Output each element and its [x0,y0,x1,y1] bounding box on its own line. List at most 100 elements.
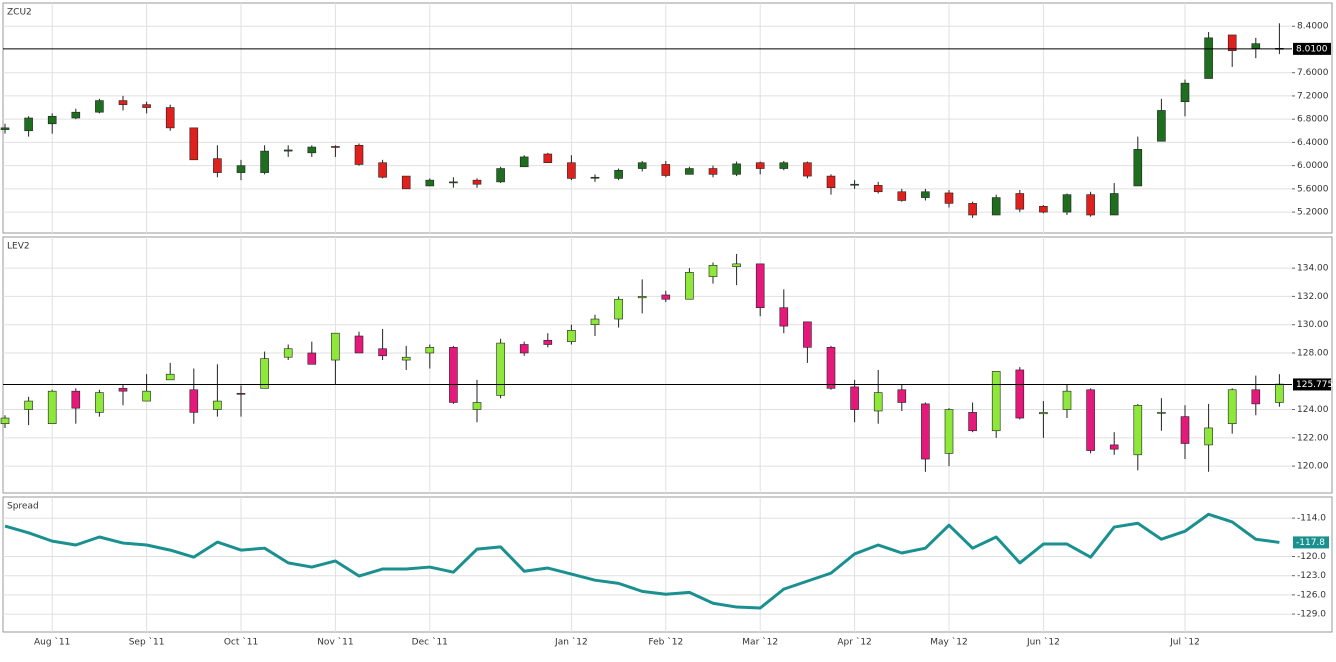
candle-body [637,296,647,299]
candle-body [1039,205,1048,213]
candle-body [779,162,789,169]
candle-body [567,330,576,342]
candle-body [307,146,317,154]
candle-body [71,390,81,409]
candle-body [71,111,81,119]
panel-frame [2,236,1333,494]
candle-body [826,347,836,389]
candle-body [873,185,883,193]
candle-body [590,318,600,325]
candle-body [921,191,930,198]
y-tick-label: 134.00 [1297,264,1329,274]
panel-frame [2,2,1333,234]
candle-body [543,339,553,345]
x-tick-label: Dec `11 [412,637,448,648]
candle-body [1204,37,1213,79]
candle-body [897,389,907,403]
x-tick-label: Nov `11 [317,637,353,648]
candle-body [449,347,458,403]
candle-body [1180,416,1190,444]
candle-body [425,347,435,354]
candle-body [1015,369,1025,419]
candle-body [189,127,199,161]
y-tick-label: 122.00 [1297,433,1329,443]
candle-body [944,409,954,454]
candle-body [1109,444,1119,450]
candle-body [968,412,977,432]
candle-body [425,179,435,187]
candle-body [519,156,529,168]
candle-body [968,203,977,216]
y-tick-label: 6.8000 [1297,115,1329,125]
x-tick-label: Sep `11 [129,637,165,648]
y-tick-label: 7.2000 [1297,91,1329,101]
candle-body [378,348,387,357]
candle-body [378,162,387,178]
panel-title: LEV2 [7,242,30,252]
candle-body [449,181,458,184]
y-tick-label: 5.2000 [1297,208,1329,218]
candle-body [496,342,505,396]
candle-body [1251,43,1261,49]
candle-body [991,371,1001,432]
candle-body [708,168,718,175]
candle-body [661,164,671,176]
reference-tag [1293,42,1331,55]
panel-frame [2,496,1333,633]
x-tick-label: May `12 [930,637,967,648]
candle-body [354,335,364,354]
y-tick-label: -126.0 [1297,590,1326,600]
candle-body [401,175,411,190]
candle-body [614,298,623,320]
candle-body [637,162,647,169]
y-tick-label: -123.0 [1297,571,1326,581]
candle-body [331,146,340,148]
candle-body [118,100,128,105]
y-tick-label: 130.00 [1297,320,1329,330]
candle-body [236,392,246,395]
candle-body [1157,110,1166,142]
candle-body [590,176,600,179]
candle-body [1204,427,1213,446]
x-tick-label: Jul `12 [1169,637,1200,648]
candle-body [260,358,269,389]
candle-body [1275,383,1284,403]
reference-label: 125.775 [1296,380,1333,390]
candle-body [283,348,293,358]
x-tick-label: Jan `12 [554,637,588,648]
candle-body [47,115,57,125]
candle-body [755,263,765,309]
candle-body [1109,193,1119,216]
candle-body [401,356,411,361]
candle-body [755,162,765,169]
candle-body [0,417,10,424]
candle-body [1062,390,1072,410]
y-tick-label: 132.00 [1297,292,1329,302]
candle-body [165,373,175,381]
candle-body [95,100,104,113]
candle-body [873,392,883,412]
candle-body [685,272,694,300]
candle-body [567,162,576,179]
x-tick-label: Oct `11 [224,637,258,648]
candle-body [496,168,505,183]
y-tick-label: 6.4000 [1297,138,1329,148]
y-tick-label: 7.6000 [1297,68,1329,78]
candle-body [47,390,57,424]
candle-body [803,321,812,348]
candle-body [826,175,836,188]
candle-body [283,149,293,152]
candle-body [1062,194,1072,213]
candle-body [354,144,364,165]
y-tick-label: -114.0 [1297,514,1326,524]
x-tick-label: Jun `12 [1026,637,1060,648]
x-tick-label: Aug `11 [34,637,70,648]
candle-body [331,332,340,361]
candle-body [95,392,104,413]
y-tick-label: -129.0 [1297,610,1326,620]
y-tick-label: -120.0 [1297,552,1326,562]
last-value-label: -117.8 [1296,538,1325,548]
x-tick-label: Feb `12 [648,637,683,648]
candle-body [543,153,553,164]
